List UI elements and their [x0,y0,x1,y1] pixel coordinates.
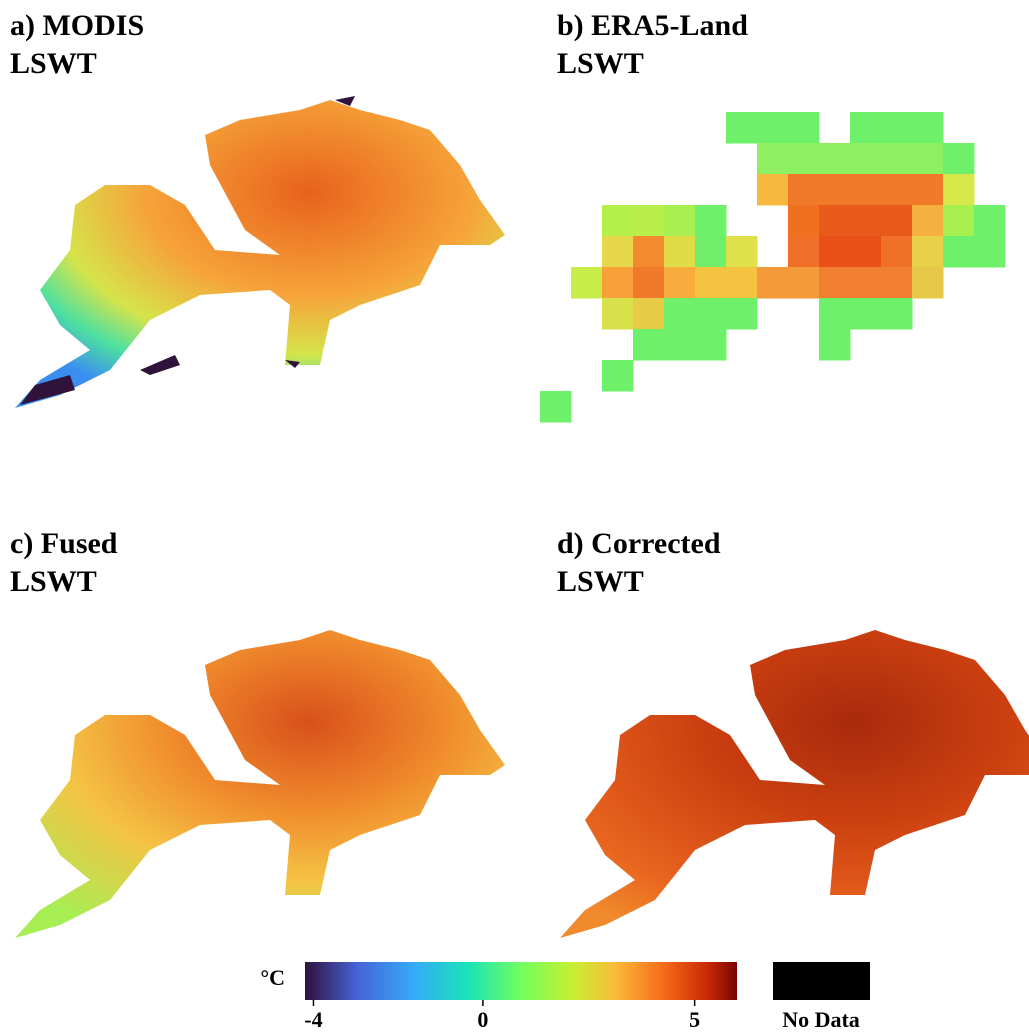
colorbar-tick-label: 0 [477,1007,488,1032]
grid-cell [912,174,944,206]
grid-cell [850,236,882,268]
grid-cell [602,267,634,299]
grid-cell [664,236,696,268]
colorbar-tick-label: -4 [304,1007,322,1032]
grid-cell [695,267,727,299]
grid-cell [757,112,789,144]
panel-label: a) MODIS [10,9,144,42]
panel-label: d) Corrected [557,527,721,560]
grid-cell [819,329,851,361]
grid-cell [850,267,882,299]
panel-sublabel: LSWT [10,47,97,80]
grid-cell [912,143,944,175]
grid-cell [819,205,851,237]
grid-cell [757,267,789,299]
grid-cell [881,298,913,330]
grid-cell [943,205,975,237]
grid-cell [943,236,975,268]
grid-cell [819,236,851,268]
grid-cell [602,205,634,237]
grid-cell [571,267,603,299]
grid-cell [602,298,634,330]
grid-cell [664,329,696,361]
panel-sublabel: LSWT [557,565,644,598]
grid-cell [602,236,634,268]
figure: a) MODIS LSWT b) ERA5-Land LSWT c) Fused… [0,0,1029,1034]
grid-cell [664,205,696,237]
grid-cell [912,205,944,237]
grid-cell [788,112,820,144]
grid-cell [726,112,758,144]
grid-cell [974,205,1006,237]
grid-cell [912,236,944,268]
grid-cell [850,143,882,175]
grid-cell [819,267,851,299]
colorbar-unit: °C [260,965,285,990]
grid-cell [695,298,727,330]
grid-cell [788,205,820,237]
grid-cell [788,236,820,268]
grid-cell [664,267,696,299]
map-c [15,630,505,938]
map-d [560,630,1029,938]
grid-cell [726,267,758,299]
map-a [15,100,505,408]
grid-cell [695,329,727,361]
grid-cell [788,143,820,175]
colorbar [305,962,737,1000]
grid-cell [912,112,944,144]
grid-cell [726,298,758,330]
grid-cell [881,205,913,237]
grid-cell [633,267,665,299]
grid-cell [633,236,665,268]
no-data-label: No Data [782,1007,860,1032]
grid-cell [726,236,758,268]
colorbar-tick-label: 5 [689,1007,700,1032]
grid-cell [633,205,665,237]
grid-cell [819,143,851,175]
grid-cell [850,205,882,237]
grid-cell [695,236,727,268]
grid-cell [757,174,789,206]
grid-cell [881,112,913,144]
grid-cell [881,143,913,175]
grid-cell [540,391,572,423]
grid-cell [881,267,913,299]
grid-cell [633,298,665,330]
grid-cell [633,329,665,361]
grid-cell [757,143,789,175]
grid-cell [850,298,882,330]
grid-cell [850,112,882,144]
grid-cell [819,298,851,330]
grid-cell [664,298,696,330]
grid-cell [695,205,727,237]
grid-cell [881,174,913,206]
grid-cell [974,236,1006,268]
panel-label: c) Fused [10,527,118,560]
panel-sublabel: LSWT [10,565,97,598]
grid-cell [943,143,975,175]
grid-cell [850,174,882,206]
grid-cell [943,174,975,206]
grid-cell [881,236,913,268]
panel-sublabel: LSWT [557,47,644,80]
grid-cell [912,267,944,299]
grid-cell [602,360,634,392]
grid-cell [788,174,820,206]
grid-cell [788,267,820,299]
no-data-swatch [773,962,870,1000]
panel-label: b) ERA5-Land [557,9,748,42]
grid-cell [819,174,851,206]
map-b [540,112,1006,423]
